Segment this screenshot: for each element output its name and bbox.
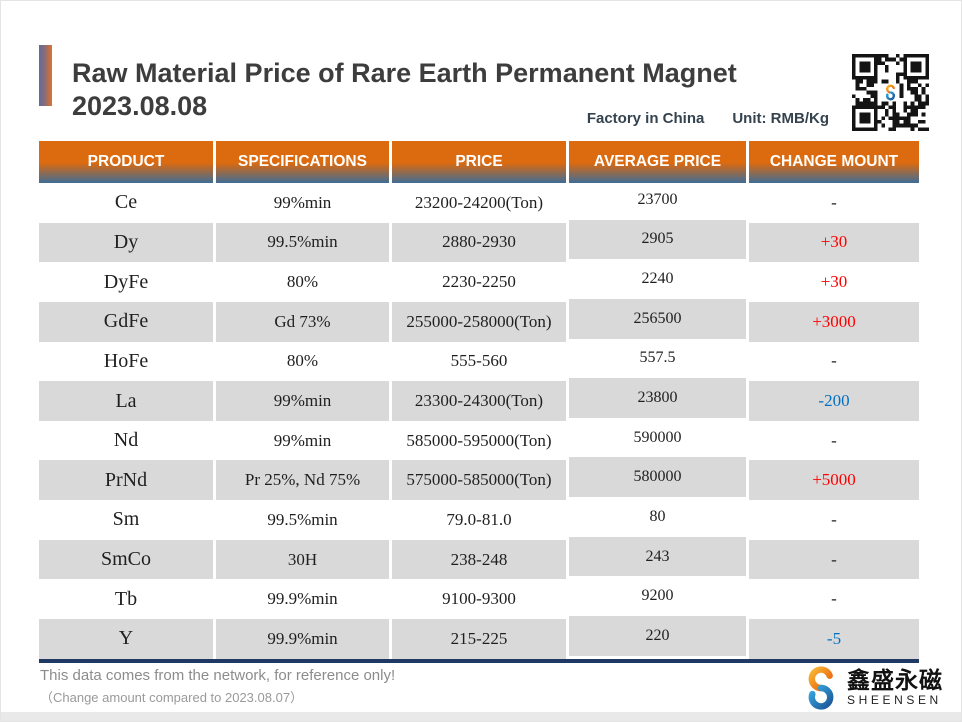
change-mount-cell: - (831, 192, 837, 212)
factory-label: Factory in China (586, 110, 705, 127)
table-body: Ce 99%min 23200-24200(Ton) 23700 - Dy 99… (39, 183, 919, 659)
average-price-cell: 23800 (569, 378, 746, 418)
specifications-cell: 99%min (273, 430, 332, 450)
specifications-cell: 99%min (216, 381, 389, 421)
change-mount-cell: - (831, 351, 837, 371)
average-price-cell: 256500 (569, 298, 746, 339)
specifications-cell: 99.9%min (216, 619, 389, 659)
price-cell: 575000-585000(Ton) (392, 460, 566, 501)
product-cell: PrNd (39, 460, 213, 501)
price-cell: 555-560 (450, 351, 508, 371)
specifications-cell: Pr 25%, Nd 75% (216, 460, 389, 501)
page-title: Raw Material Price of Rare Earth Permane… (72, 57, 872, 123)
product-cell: GdFe (39, 301, 213, 342)
table-row: Tb 99.9%min 9100-9300 9200 - (39, 579, 919, 619)
average-price-cell: 9200 (641, 587, 674, 605)
product-cell: Dy (39, 222, 213, 263)
specifications-cell: Gd 73% (216, 301, 389, 342)
table-row: La 99%min 23300-24300(Ton) 23800 -200 (39, 378, 919, 421)
change-mount-cell: -5 (749, 619, 919, 659)
column-header-average-price: AVERAGE PRICE (569, 141, 746, 183)
brand-logo: 鑫盛永磁 SHEENSEN (798, 663, 943, 713)
disclaimer-note: This data comes from the network, for re… (40, 667, 396, 684)
qr-code (852, 54, 929, 131)
change-mount-cell: +30 (749, 222, 919, 263)
bottom-gray-strip (1, 712, 961, 721)
column-header-product: PRODUCT (39, 141, 213, 183)
column-header-specifications: SPECIFICATIONS (216, 141, 389, 183)
average-price-cell: 220 (569, 616, 746, 656)
title-line2: 2023.08.08 (72, 91, 208, 122)
table-row: SmCo 30H 238-248 243 - (39, 536, 919, 580)
table-row: Sm 99.5%min 79.0-81.0 80 - (39, 500, 919, 540)
average-price-cell: 23700 (637, 190, 678, 208)
sheensen-s-icon (798, 663, 844, 713)
column-header-change-mount: CHANGE MOUNT (749, 141, 919, 183)
table-bottom-rule (39, 658, 919, 663)
change-mount-cell: - (749, 539, 919, 580)
table-header-row: PRODUCT SPECIFICATIONS PRICE AVERAGE PRI… (39, 141, 919, 183)
product-cell: SmCo (39, 539, 213, 580)
price-cell: 215-225 (392, 619, 566, 659)
footer-notes: This data comes from the network, for re… (40, 667, 395, 706)
product-cell: La (39, 381, 213, 421)
product-cell: Tb (114, 587, 138, 610)
average-price-cell: 2240 (641, 270, 674, 288)
specifications-cell: 80% (286, 351, 319, 371)
price-table: PRODUCT SPECIFICATIONS PRICE AVERAGE PRI… (39, 141, 919, 663)
product-cell: Sm (112, 508, 140, 531)
change-mount-cell: -200 (749, 381, 919, 421)
change-mount-cell: +3000 (749, 301, 919, 342)
average-price-cell: 2905 (569, 219, 746, 260)
specifications-cell: 80% (286, 272, 319, 292)
price-cell: 23200-24200(Ton) (414, 192, 544, 212)
price-cell: 23300-24300(Ton) (392, 381, 566, 421)
specifications-cell: 99.5%min (267, 509, 338, 529)
table-row: Nd 99%min 585000-595000(Ton) 590000 - (39, 421, 919, 461)
change-mount-cell: +30 (820, 272, 848, 292)
table-row: DyFe 80% 2230-2250 2240 +30 (39, 262, 919, 302)
price-cell: 9100-9300 (442, 589, 516, 609)
table-row: GdFe Gd 73% 255000-258000(Ton) 256500 +3… (39, 298, 919, 342)
table-row: HoFe 80% 555-560 557.5 - (39, 342, 919, 382)
specifications-cell: 99.9%min (267, 589, 338, 609)
change-mount-cell: - (831, 509, 837, 529)
price-cell: 585000-595000(Ton) (406, 430, 552, 450)
specifications-cell: 99%min (273, 192, 332, 212)
product-cell: HoFe (103, 349, 149, 372)
comparison-note: （Change amount compared to 2023.08.07） (40, 690, 304, 705)
price-cell: 2880-2930 (392, 222, 566, 263)
column-header-price: PRICE (392, 141, 566, 183)
product-cell: Ce (114, 191, 138, 214)
price-cell: 255000-258000(Ton) (392, 301, 566, 342)
table-row: Y 99.9%min 215-225 220 -5 (39, 616, 919, 659)
average-price-cell: 243 (569, 536, 746, 577)
specifications-cell: 99.5%min (216, 222, 389, 263)
specifications-cell: 30H (216, 539, 389, 580)
average-price-cell: 557.5 (639, 349, 676, 367)
average-price-cell: 580000 (569, 457, 746, 498)
product-cell: Nd (113, 429, 139, 452)
price-cell: 79.0-81.0 (446, 509, 512, 529)
title-line1: Raw Material Price of Rare Earth Permane… (72, 58, 737, 89)
average-price-cell: 590000 (633, 428, 682, 446)
subtitle: Factory in China Unit: RMB/Kg (587, 110, 829, 127)
price-cell: 238-248 (392, 539, 566, 580)
change-mount-cell: - (831, 589, 837, 609)
table-row: Ce 99%min 23200-24200(Ton) 23700 - (39, 183, 919, 223)
price-cell: 2230-2250 (442, 272, 516, 292)
brand-name-english: SHEENSEN (847, 693, 942, 708)
product-cell: Y (39, 619, 213, 659)
title-accent-bar (39, 45, 52, 106)
table-row: PrNd Pr 25%, Nd 75% 575000-585000(Ton) 5… (39, 457, 919, 501)
change-mount-cell: +5000 (749, 460, 919, 501)
change-mount-cell: - (831, 430, 837, 450)
table-row: Dy 99.5%min 2880-2930 2905 +30 (39, 219, 919, 263)
brand-name-chinese: 鑫盛永磁 (847, 667, 943, 694)
average-price-cell: 80 (649, 507, 666, 525)
unit-label: Unit: RMB/Kg (732, 110, 829, 127)
product-cell: DyFe (103, 270, 149, 293)
